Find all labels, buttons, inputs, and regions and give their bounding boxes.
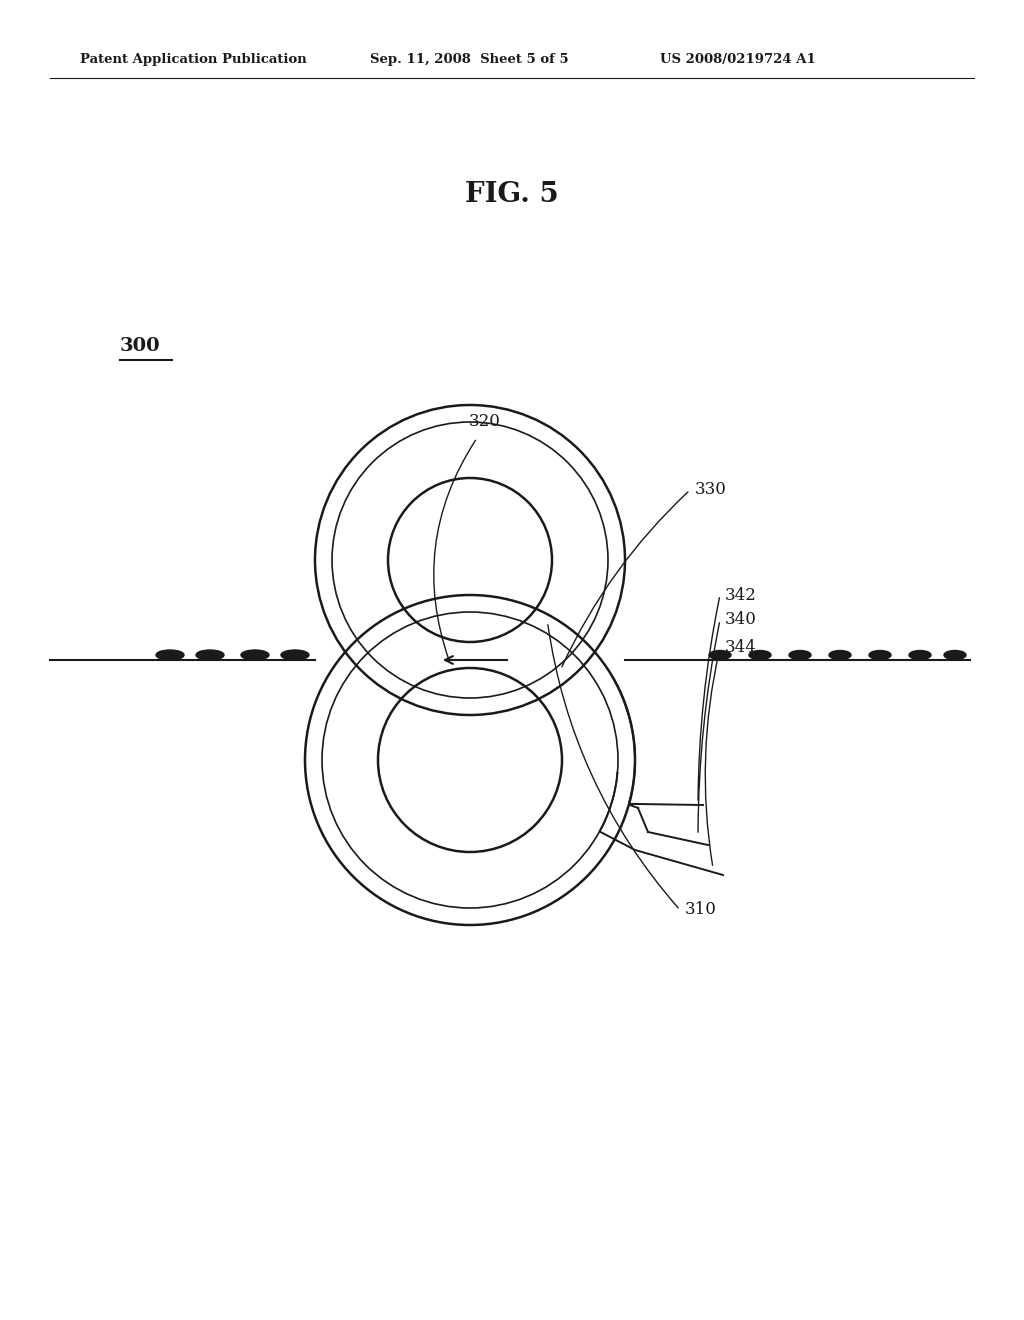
Ellipse shape <box>944 651 966 660</box>
Text: Sep. 11, 2008  Sheet 5 of 5: Sep. 11, 2008 Sheet 5 of 5 <box>370 54 568 66</box>
Text: 320: 320 <box>469 413 501 430</box>
Ellipse shape <box>909 651 931 660</box>
Text: 340: 340 <box>725 611 757 628</box>
Ellipse shape <box>281 649 309 660</box>
Ellipse shape <box>196 649 224 660</box>
Ellipse shape <box>749 651 771 660</box>
Text: 300: 300 <box>120 337 161 355</box>
Ellipse shape <box>829 651 851 660</box>
Text: 310: 310 <box>685 902 717 919</box>
Ellipse shape <box>790 651 811 660</box>
Ellipse shape <box>869 651 891 660</box>
Text: FIG. 5: FIG. 5 <box>465 181 559 209</box>
Ellipse shape <box>156 649 184 660</box>
Text: 330: 330 <box>695 482 727 499</box>
Text: 344: 344 <box>725 639 757 656</box>
Text: Patent Application Publication: Patent Application Publication <box>80 54 307 66</box>
Ellipse shape <box>709 651 731 660</box>
Text: 342: 342 <box>725 586 757 603</box>
Ellipse shape <box>241 649 269 660</box>
Text: US 2008/0219724 A1: US 2008/0219724 A1 <box>660 54 816 66</box>
